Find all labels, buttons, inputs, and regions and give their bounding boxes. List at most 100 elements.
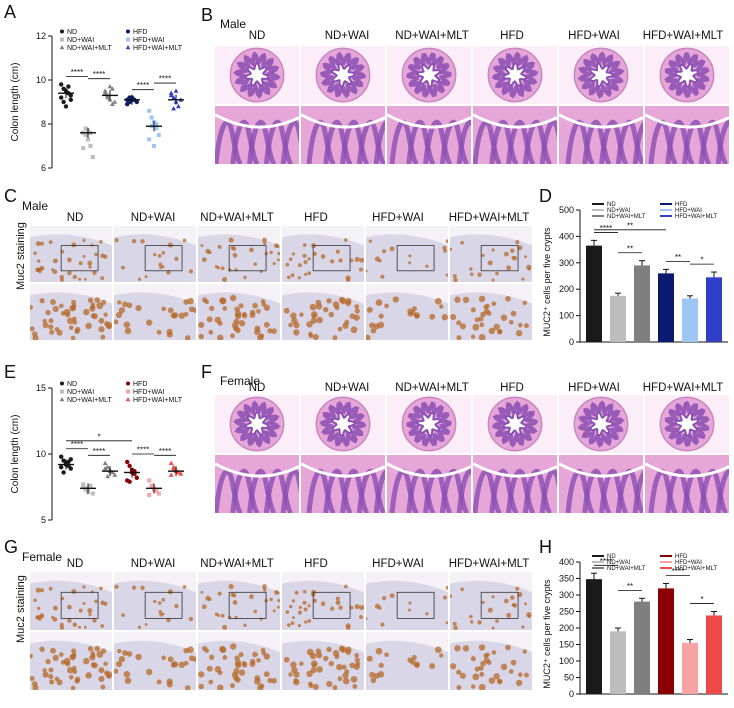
legend-entry: HFD+WAI+MLT <box>133 45 183 52</box>
data-point <box>68 93 74 98</box>
significance-label: **** <box>600 557 612 566</box>
data-point <box>90 491 95 496</box>
column-header-hfd-wai: HFD+WAI <box>372 212 424 224</box>
column-header-nd-wai: ND+WAI <box>130 212 176 224</box>
legend-entry: ND+WAI <box>607 208 631 214</box>
panel-letter-c: C <box>4 186 17 206</box>
significance-label: ** <box>675 253 681 262</box>
column-header-nd: ND <box>66 212 84 224</box>
legend-entry: HFD+WAI <box>133 389 164 396</box>
data-point <box>125 459 130 465</box>
column-header-nd-wai-mlt: ND+WAI+MLT <box>395 382 469 394</box>
column-header-nd: ND <box>248 30 266 42</box>
panel-g-row-label: Muc2 staining <box>15 575 27 643</box>
panel-letter-g: G <box>4 537 19 557</box>
legend-entry: HFD+WAI+MLT <box>675 214 717 220</box>
y-tick-label: 400 <box>559 557 574 567</box>
he-micrograph-overview-2 <box>301 46 385 104</box>
column-header-nd-wai-mlt: ND+WAI+MLT <box>200 212 274 224</box>
legend-entry: ND+WAI <box>67 37 94 44</box>
data-point <box>68 97 74 103</box>
column-header-hfd-wai-mlt: HFD+WAI+MLT <box>642 30 724 42</box>
y-tick-label: 300 <box>559 258 574 268</box>
ihc-micrograph-zoom-2 <box>114 284 196 340</box>
y-tick-label: 6 <box>41 163 46 173</box>
data-point <box>90 155 95 159</box>
data-point <box>168 90 174 95</box>
significance-label: **** <box>672 567 684 576</box>
data-point <box>63 104 69 109</box>
significance-label: **** <box>600 224 612 233</box>
data-point <box>173 88 179 93</box>
legend-entry: HFD+WAI <box>133 37 164 44</box>
column-header-nd-wai: ND+WAI <box>324 382 370 394</box>
y-tick-label: 250 <box>559 607 574 617</box>
ihc-micrograph-overview-4 <box>282 572 364 630</box>
data-point <box>59 82 64 87</box>
ihc-micrograph-zoom-6 <box>450 632 532 690</box>
significance-label: **** <box>71 68 83 77</box>
data-point <box>107 84 113 89</box>
legend-entry: ND <box>607 202 616 208</box>
ihc-micrograph-overview-4 <box>282 226 364 282</box>
data-point <box>176 469 181 475</box>
data-point <box>147 492 152 497</box>
data-point <box>171 465 176 471</box>
ihc-micrograph-zoom-3 <box>198 284 280 340</box>
legend-entry: ND <box>67 381 77 388</box>
ihc-micrograph-zoom-2 <box>114 632 196 690</box>
ihc-micrograph-overview-1 <box>30 572 112 630</box>
data-point <box>110 86 115 91</box>
he-micrograph-zoom-6 <box>645 455 729 513</box>
bar <box>634 265 650 342</box>
column-header-hfd-wai-mlt: HFD+WAI+MLT <box>448 558 530 570</box>
ihc-micrograph-overview-6 <box>450 572 532 630</box>
column-header-nd-wai: ND+WAI <box>324 30 370 42</box>
significance-label: **** <box>159 75 171 84</box>
y-tick-label: 200 <box>559 623 574 633</box>
he-micrograph-zoom-2 <box>301 106 385 164</box>
data-point <box>149 115 154 120</box>
legend-entry: HFD+WAI <box>675 560 702 566</box>
he-micrograph-overview-5 <box>559 46 643 104</box>
data-point <box>176 103 181 109</box>
y-tick-label: 200 <box>559 284 574 294</box>
chart-a-colon-length-male: 6 8 10 12 Colon length (cm) **** **** **** **** N… <box>10 29 184 173</box>
panel-letter-h: H <box>539 537 552 557</box>
panel-letter-f: F <box>201 362 212 382</box>
ihc-micrograph-zoom-1 <box>30 632 112 690</box>
y-tick-label: 300 <box>559 590 574 600</box>
y-tick-label: 350 <box>559 574 574 584</box>
data-point <box>147 478 152 483</box>
column-header-hfd-wai: HFD+WAI <box>568 382 620 394</box>
y-tick-label: 15 <box>36 383 46 393</box>
he-micrograph-zoom-4 <box>473 455 557 513</box>
legend-entry: ND+WAI <box>67 389 94 396</box>
data-point <box>156 491 161 496</box>
data-point <box>168 460 174 466</box>
data-point <box>81 146 86 151</box>
data-point <box>81 482 86 487</box>
ihc-micrograph-zoom-4 <box>282 632 364 690</box>
data-point <box>147 108 152 113</box>
legend-entry: HFD <box>675 554 688 560</box>
data-point <box>59 454 64 459</box>
he-micrograph-zoom-2 <box>301 455 385 513</box>
significance-label: * <box>700 256 703 265</box>
data-point <box>88 483 93 488</box>
data-point <box>149 485 154 489</box>
column-header-hfd-wai: HFD+WAI <box>372 558 424 570</box>
significance-label: **** <box>137 446 149 455</box>
y-tick-label: 500 <box>559 205 574 215</box>
ihc-micrograph-overview-6 <box>450 226 532 282</box>
data-point <box>168 92 174 98</box>
panel-c-row-label: Muc2 staining <box>15 222 27 290</box>
data-point <box>105 464 110 469</box>
data-point <box>152 144 156 148</box>
column-header-nd-wai-mlt: ND+WAI+MLT <box>395 30 469 42</box>
y-axis-label: MUC2⁺ cells per five crypts <box>542 579 552 689</box>
column-header-nd-wai: ND+WAI <box>130 558 176 570</box>
data-point <box>112 472 118 477</box>
data-point <box>105 95 110 100</box>
ihc-micrograph-overview-2 <box>114 572 196 630</box>
